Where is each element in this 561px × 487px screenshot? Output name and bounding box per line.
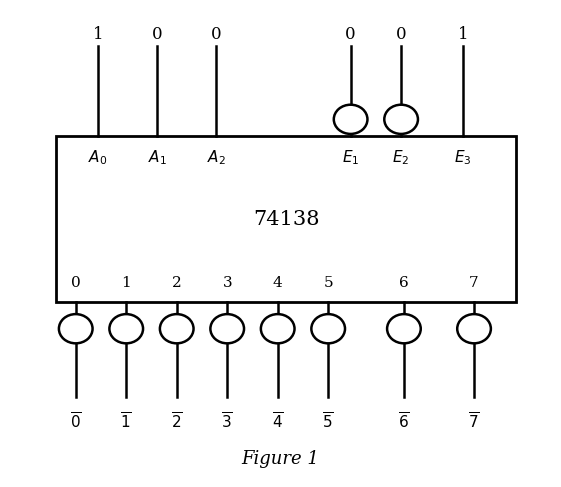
Text: 4: 4	[273, 276, 283, 290]
Text: $\overline{6}$: $\overline{6}$	[398, 412, 410, 431]
Bar	[56, 136, 516, 302]
Circle shape	[261, 314, 295, 343]
Text: $\overline{5}$: $\overline{5}$	[323, 412, 334, 431]
Circle shape	[109, 314, 143, 343]
Text: Figure 1: Figure 1	[242, 450, 319, 468]
Text: 74138: 74138	[253, 209, 319, 229]
Text: $\overline{3}$: $\overline{3}$	[222, 412, 233, 431]
Text: $A_0$: $A_0$	[89, 149, 108, 167]
Text: $\overline{1}$: $\overline{1}$	[121, 412, 132, 431]
Text: 0: 0	[346, 26, 356, 42]
Text: $E_1$: $E_1$	[342, 149, 359, 167]
Circle shape	[160, 314, 194, 343]
Text: 0: 0	[71, 276, 81, 290]
Text: 1: 1	[458, 26, 468, 42]
Text: $\overline{0}$: $\overline{0}$	[70, 412, 81, 431]
Text: 0: 0	[152, 26, 162, 42]
Circle shape	[210, 314, 244, 343]
Circle shape	[457, 314, 491, 343]
Text: $\overline{7}$: $\overline{7}$	[468, 412, 480, 431]
Circle shape	[334, 105, 367, 134]
Circle shape	[59, 314, 93, 343]
Text: 2: 2	[172, 276, 182, 290]
Text: $\overline{4}$: $\overline{4}$	[272, 412, 283, 431]
Circle shape	[311, 314, 345, 343]
Text: 1: 1	[121, 276, 131, 290]
Text: 5: 5	[323, 276, 333, 290]
Text: $A_2$: $A_2$	[206, 149, 226, 167]
Text: $E_3$: $E_3$	[454, 149, 472, 167]
Text: 0: 0	[396, 26, 406, 42]
Circle shape	[387, 314, 421, 343]
Text: 7: 7	[469, 276, 479, 290]
Text: 0: 0	[211, 26, 221, 42]
Text: $\overline{2}$: $\overline{2}$	[171, 412, 182, 431]
Text: 1: 1	[93, 26, 103, 42]
Text: $E_2$: $E_2$	[393, 149, 410, 167]
Text: 3: 3	[222, 276, 232, 290]
Circle shape	[384, 105, 418, 134]
Text: $A_1$: $A_1$	[148, 149, 167, 167]
Text: 6: 6	[399, 276, 409, 290]
